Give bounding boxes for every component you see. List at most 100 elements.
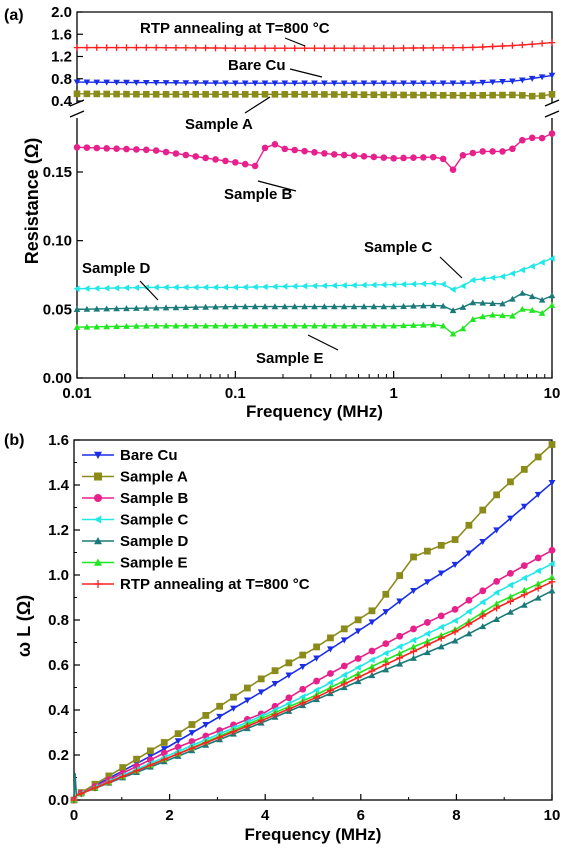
data-point xyxy=(182,80,190,87)
series-a-sample-a xyxy=(73,90,556,100)
data-point xyxy=(382,640,390,647)
data-point xyxy=(103,90,110,98)
data-point xyxy=(330,303,338,310)
data-point xyxy=(410,44,417,52)
legend-swatch-marker xyxy=(94,494,102,502)
data-point xyxy=(520,601,528,608)
data-point xyxy=(479,623,487,630)
data-point xyxy=(321,91,328,98)
data-point xyxy=(499,42,506,50)
data-point xyxy=(291,80,299,87)
data-point xyxy=(271,667,279,675)
data-point xyxy=(93,79,101,86)
data-point xyxy=(133,90,140,98)
legend-entry-rtp-annealing-at-t-800-c: RTP annealing at T=800 °C xyxy=(120,576,310,593)
data-point xyxy=(479,609,487,616)
data-point xyxy=(202,44,209,52)
data-point xyxy=(133,284,140,291)
data-point xyxy=(439,280,446,288)
data-point xyxy=(538,92,546,100)
data-point xyxy=(83,285,90,292)
data-point xyxy=(360,303,368,310)
data-point xyxy=(479,79,487,86)
y-axis-label: Resistance (Ω) xyxy=(22,138,42,264)
data-point xyxy=(321,44,328,52)
data-point xyxy=(313,693,320,701)
data-point xyxy=(232,159,239,166)
data-point xyxy=(538,40,546,47)
data-point xyxy=(451,617,458,625)
data-point xyxy=(340,625,348,633)
data-point xyxy=(493,589,500,597)
data-point xyxy=(230,705,237,712)
data-point xyxy=(162,44,170,51)
data-point xyxy=(534,453,542,461)
data-point xyxy=(437,623,444,631)
data-point xyxy=(311,91,318,98)
data-point xyxy=(261,322,269,329)
data-point xyxy=(340,91,348,98)
data-point xyxy=(313,677,320,685)
data-point xyxy=(251,283,258,291)
data-point xyxy=(73,306,81,312)
data-point xyxy=(192,322,200,329)
data-point xyxy=(241,160,249,168)
series-a-sample-c xyxy=(73,255,555,293)
data-point xyxy=(538,259,545,266)
data-point xyxy=(311,80,318,87)
data-point xyxy=(330,282,337,289)
data-point xyxy=(469,316,477,322)
data-point xyxy=(538,309,546,316)
series-b-sample-a xyxy=(70,441,556,804)
annotation-sample-c: Sample C xyxy=(364,239,433,256)
data-point xyxy=(321,303,328,310)
y-tick-label: 0.8 xyxy=(51,71,72,88)
data-point xyxy=(172,91,180,98)
data-point xyxy=(429,280,436,287)
data-point xyxy=(469,299,477,306)
data-point xyxy=(174,730,182,738)
x-tick-label: 0 xyxy=(70,807,78,824)
data-point xyxy=(370,322,378,329)
data-point xyxy=(133,322,140,329)
data-point xyxy=(499,91,506,99)
data-point xyxy=(123,90,130,98)
data-point xyxy=(83,305,91,312)
data-point xyxy=(493,615,501,622)
y-tick-label: 1.6 xyxy=(51,26,72,43)
data-point xyxy=(437,612,445,620)
data-point xyxy=(400,80,407,87)
data-point xyxy=(360,80,368,87)
data-point xyxy=(152,147,160,154)
data-point xyxy=(507,597,514,605)
data-point xyxy=(285,699,292,707)
data-point xyxy=(451,536,459,543)
data-point xyxy=(509,42,516,49)
data-point xyxy=(241,44,249,52)
data-point xyxy=(93,323,101,330)
data-point xyxy=(251,322,259,329)
data-point xyxy=(257,675,265,683)
data-point xyxy=(174,750,182,758)
data-point xyxy=(534,584,542,592)
data-point xyxy=(410,625,417,633)
data-point xyxy=(449,80,457,87)
data-point xyxy=(507,478,514,486)
data-point xyxy=(410,553,417,561)
panel-a-break-gap-right xyxy=(546,103,558,118)
data-point xyxy=(301,147,308,155)
data-point xyxy=(340,637,348,644)
data-point xyxy=(439,44,447,52)
data-point xyxy=(182,304,190,311)
data-point xyxy=(230,728,237,736)
data-point xyxy=(354,664,361,671)
data-point xyxy=(299,664,307,671)
data-point xyxy=(520,586,528,594)
data-point xyxy=(469,44,477,51)
data-point xyxy=(123,79,130,86)
data-point xyxy=(261,44,269,52)
data-point xyxy=(83,144,91,151)
data-point xyxy=(91,784,99,792)
data-point xyxy=(281,91,289,98)
panel-b: (b) 0.0 0.2 0.4 0.6 0.8 1.0 1.2 1.4 1.6 0 2 4 6 8 10 Fre… xyxy=(4,432,560,844)
